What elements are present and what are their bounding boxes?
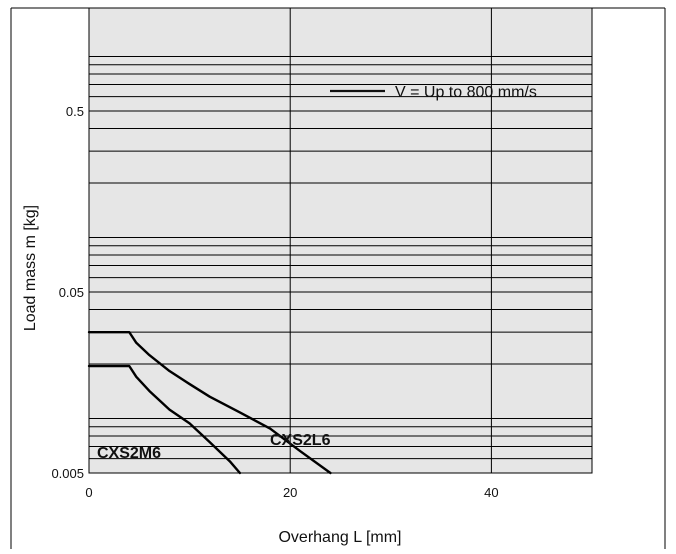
series-label-2: CXS2M6 — [97, 445, 161, 462]
series-line-2 — [87, 364, 242, 475]
x-tick-label-1: 20 — [283, 485, 297, 500]
series-label-1: CXS2L6 — [270, 432, 331, 449]
y-tick-label-1: 0.05 — [59, 285, 84, 300]
legend-label: V = Up to 800 mm/s — [395, 84, 537, 101]
y-tick-label-2: 0.5 — [66, 104, 84, 119]
series-line-1 — [87, 330, 332, 475]
y-tick-label-0: 0.005 — [51, 466, 84, 481]
x-axis-label: Overhang L [mm] — [278, 529, 401, 546]
plot-border — [88, 7, 593, 474]
y-axis-label: Load mass m [kg] — [22, 205, 39, 331]
plot-background — [89, 8, 592, 473]
x-tick-label-2: 40 — [484, 485, 498, 500]
x-tick-label-0: 0 — [85, 485, 92, 500]
